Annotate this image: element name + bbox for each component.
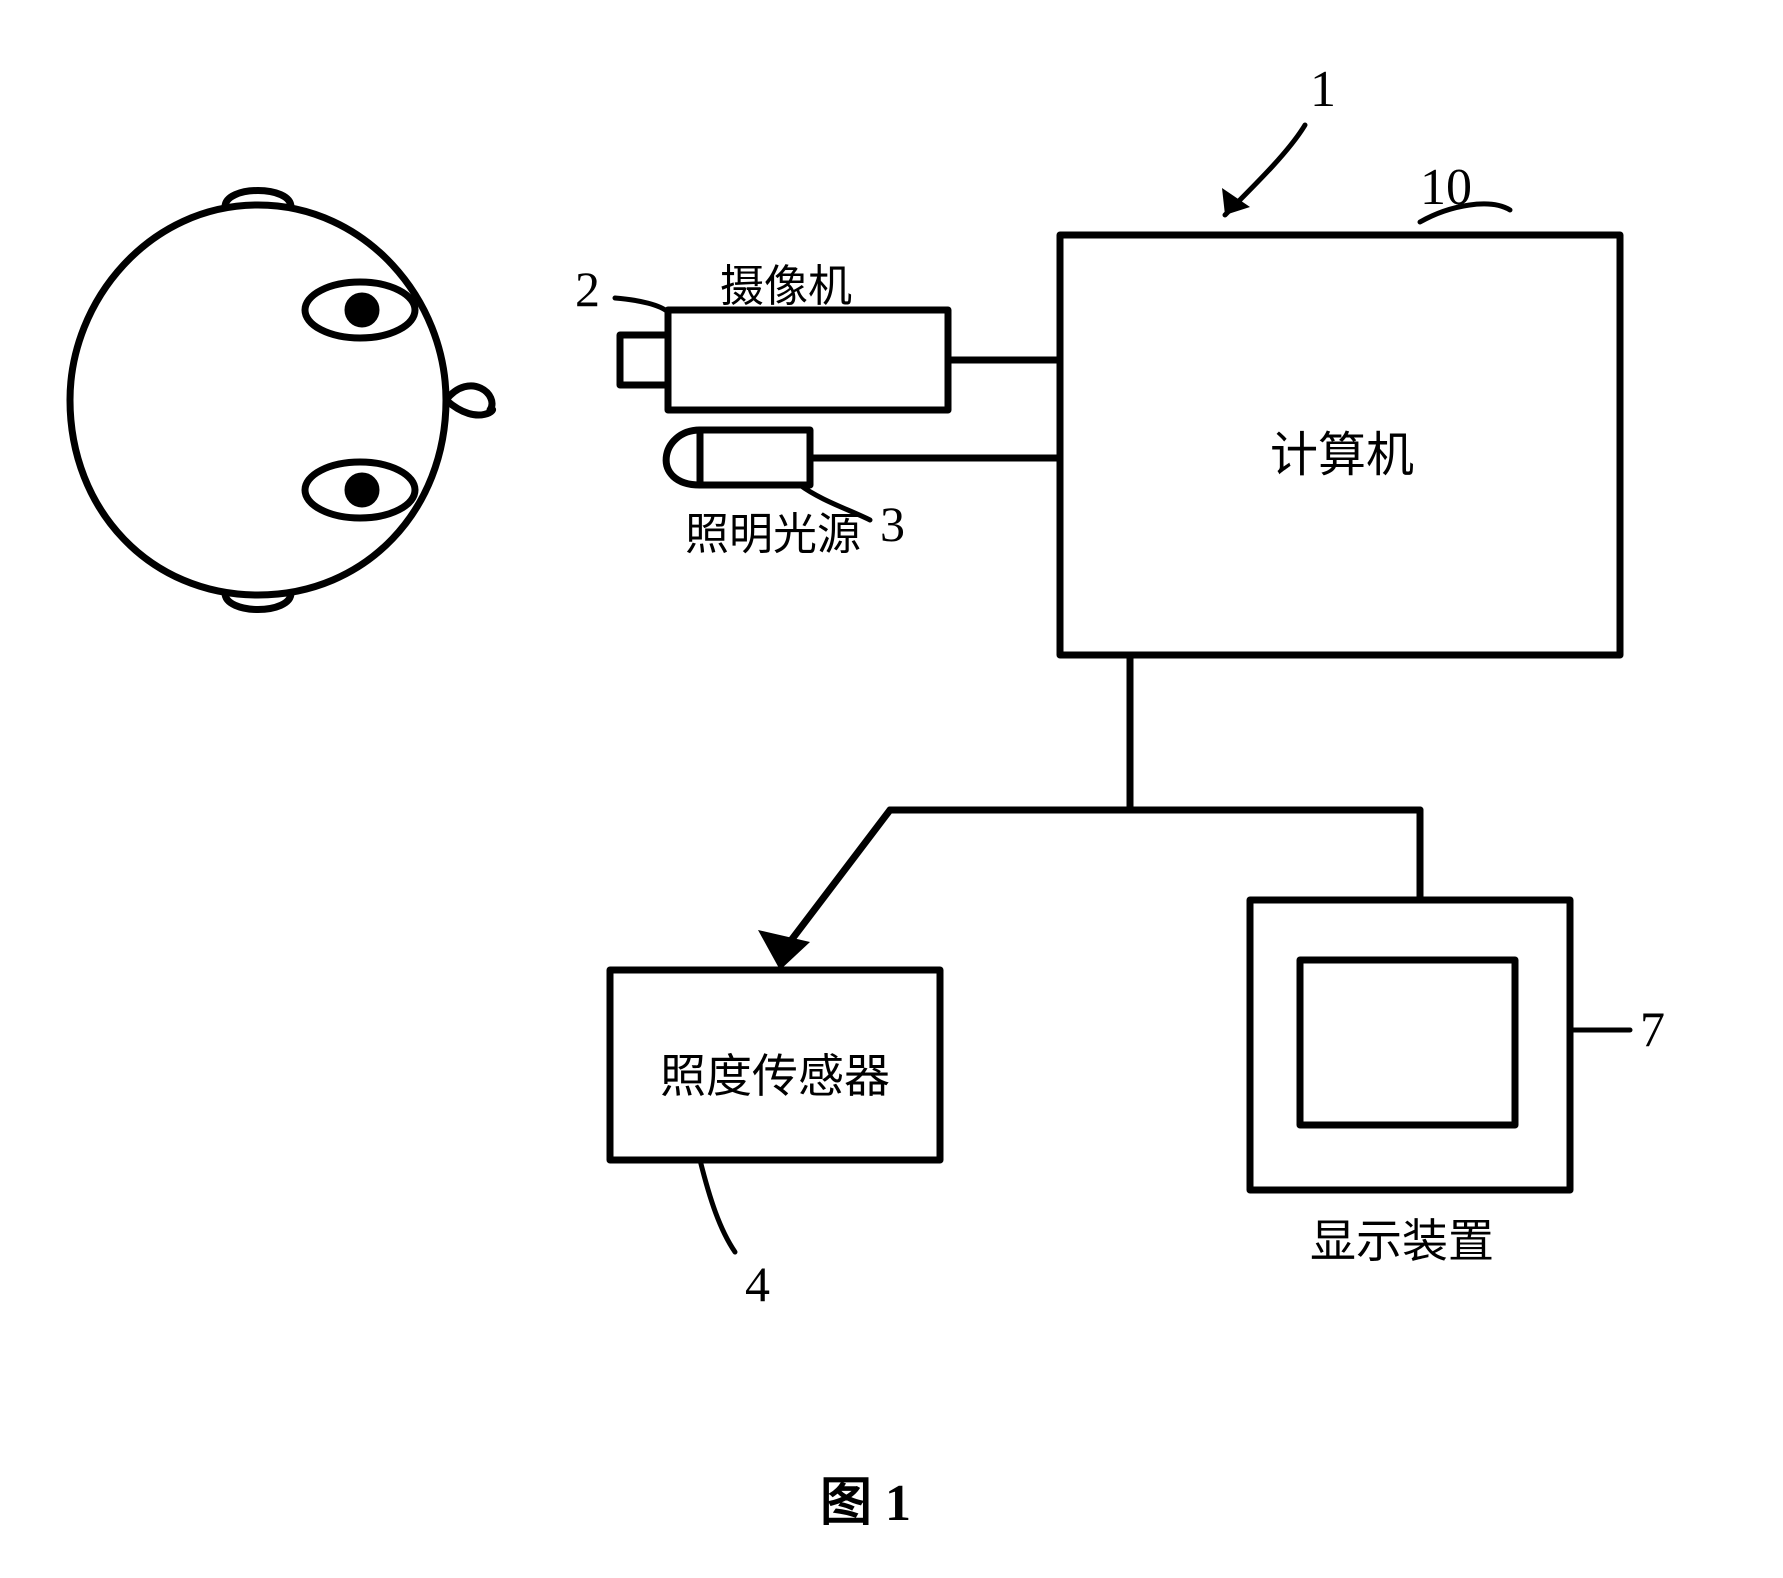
conn-to-sensor-diag xyxy=(780,810,890,955)
head-icon xyxy=(70,191,493,610)
light-label: 照明光源 xyxy=(685,498,861,562)
diagram-canvas: 摄像机 照明光源 计算机 照度传感器 显示装置 1 10 2 3 4 7 图 1 xyxy=(0,0,1783,1578)
ref-3: 3 xyxy=(880,495,905,553)
ref-1: 1 xyxy=(1310,60,1336,119)
ref-4: 4 xyxy=(745,1255,770,1313)
ref-1-leader xyxy=(1222,125,1305,215)
ref-2: 2 xyxy=(575,260,600,318)
ref-2-leader xyxy=(615,298,668,312)
ref-10: 10 xyxy=(1420,158,1472,217)
ref-7: 7 xyxy=(1640,1000,1665,1058)
computer-label: 计算机 xyxy=(1270,415,1414,485)
display-label: 显示装置 xyxy=(1310,1205,1494,1271)
camera-block xyxy=(620,310,948,410)
figure-caption: 图 1 xyxy=(820,1460,911,1535)
display-block xyxy=(1250,900,1570,1190)
arrow-head-icon xyxy=(758,930,810,970)
ref-4-leader xyxy=(700,1160,735,1252)
sensor-label: 照度传感器 xyxy=(660,1040,890,1106)
light-source xyxy=(666,430,810,485)
camera-label: 摄像机 xyxy=(720,250,852,314)
diagram-svg xyxy=(0,0,1783,1578)
